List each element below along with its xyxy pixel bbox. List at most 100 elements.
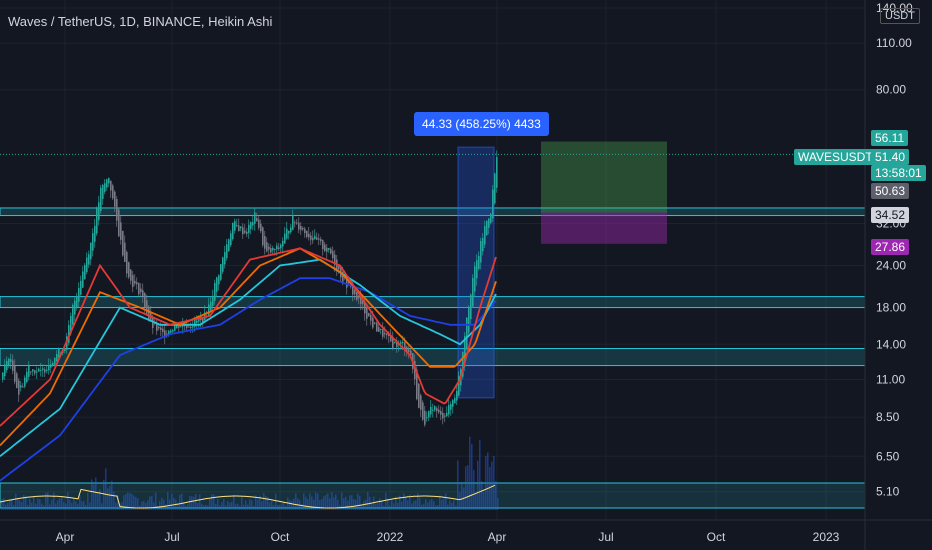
volume-bar [227,501,229,510]
volume-bar [203,505,205,510]
candle [402,342,404,344]
candle [396,342,398,348]
candle [484,226,486,245]
volume-bar [479,439,481,510]
volume-bar [93,484,95,510]
candle [488,218,490,228]
volume-bar [129,493,131,510]
volume-bar [267,497,269,510]
candle [490,213,492,224]
volume-bar [215,503,217,510]
candle [108,178,110,184]
volume-bar [87,493,89,510]
volume-bar [195,493,197,510]
time-axis-label: Jul [164,530,179,544]
candle [390,335,392,342]
volume-bar [465,466,467,510]
volume-bar [315,492,317,510]
candle [42,368,44,371]
volume-bar [331,492,333,510]
candle [100,187,102,212]
volume-bar [53,492,55,510]
time-axis-label: Jul [598,530,613,544]
volume-bar [289,499,291,510]
candle [250,222,252,229]
candle [144,293,146,308]
candle [36,371,38,373]
candle [314,235,316,239]
volume-bar [109,485,111,510]
candle [50,364,52,368]
candle [266,242,268,252]
candle [114,191,116,207]
target-price-tag: 56.11 [871,130,909,146]
candle [286,228,288,239]
volume-bar [65,503,67,510]
candle [56,354,58,362]
volume-bar [69,499,71,510]
candle [442,412,444,419]
candle [476,260,478,279]
candle [138,283,140,295]
volume-bar [361,505,363,510]
volume-bar [351,495,353,510]
candle [400,342,402,344]
volume-bar [187,503,189,510]
candle [220,264,222,280]
candle [496,157,498,188]
candle [242,227,244,235]
candle [306,230,308,237]
candle [338,264,340,270]
candle [474,266,476,292]
candle [134,280,136,284]
volume-bar [407,500,409,510]
volume-bar [255,495,257,510]
volume-bar [73,498,75,510]
candle [246,231,248,234]
candle [254,212,256,224]
volume-bar [201,503,203,510]
volume-bar [221,502,223,510]
volume-bar [163,499,165,510]
candle [2,372,4,380]
volume-bar [451,502,453,510]
volume-bar [29,499,31,510]
candle [192,326,194,328]
volume-bar [153,502,155,510]
volume-bar [51,499,53,510]
volume-bar [323,496,325,510]
volume-bar [281,503,283,510]
volume-bar [337,499,339,510]
candle [94,225,96,242]
volume-bar [47,492,49,510]
candle [458,375,460,396]
candle [82,271,84,288]
candle [216,277,218,292]
candle [312,237,314,241]
candle [124,242,126,262]
volume-bar [365,499,367,510]
candle [44,369,46,373]
candle [418,383,420,408]
countdown-tag: 13:58:01 [871,165,926,181]
volume-bar [21,502,23,510]
volume-bar [467,465,469,510]
price-axis-label: 80.00 [876,83,906,97]
volume-bar [443,498,445,510]
volume-bar [445,493,447,510]
volume-bar [395,496,397,510]
volume-bar [155,492,157,510]
candle [298,222,300,230]
candle [212,295,214,306]
volume-bar [441,499,443,510]
candle [126,251,128,274]
currency-selector[interactable]: USDT [880,8,920,24]
candle [380,328,382,330]
candle [202,318,204,323]
candle [12,360,14,371]
candle [32,369,34,372]
candle [136,282,138,285]
volume-bar [83,501,85,510]
volume-bar [219,505,221,510]
